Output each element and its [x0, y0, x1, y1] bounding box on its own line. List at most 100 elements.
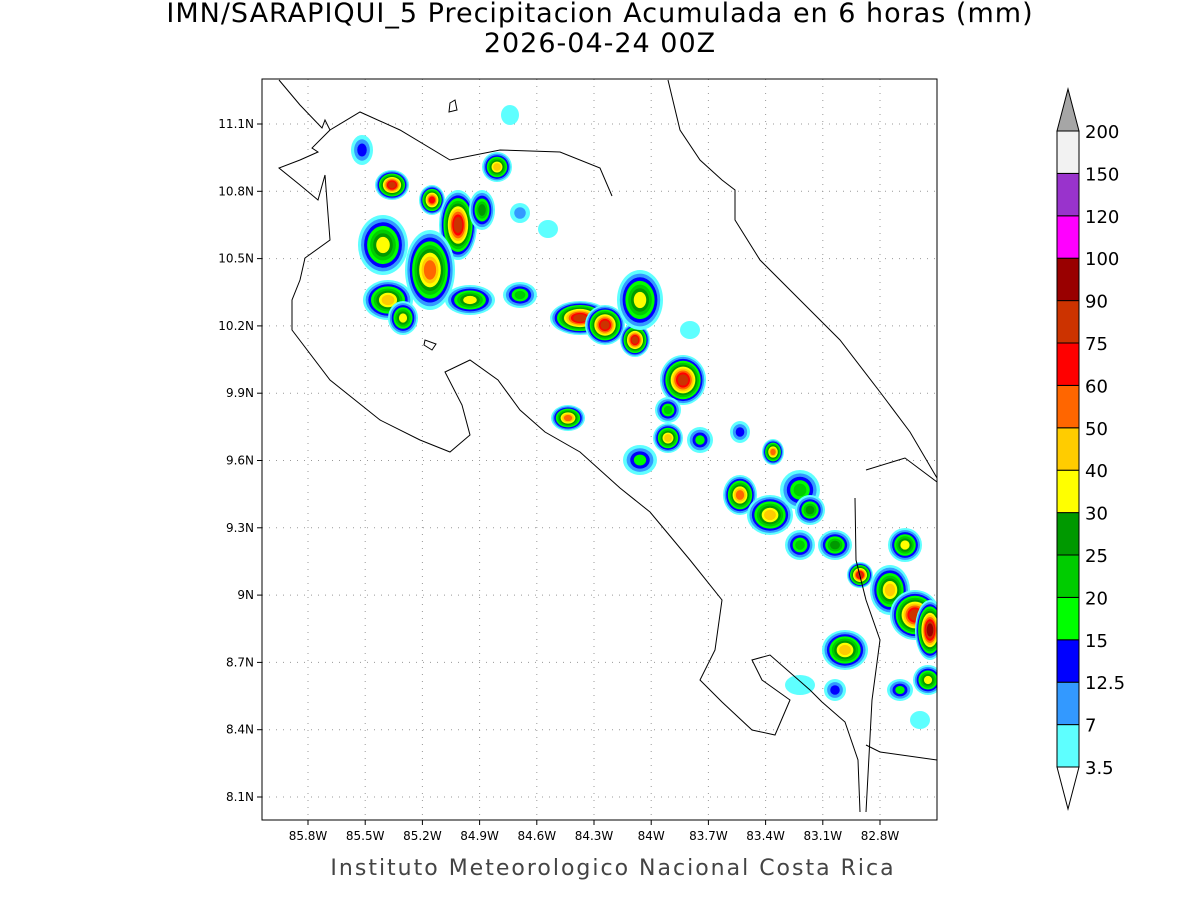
precip-contour: [381, 294, 395, 306]
colorbar-box: [1056, 469, 1080, 514]
precip-contour: [830, 685, 840, 695]
colorbar-label: 50: [1085, 419, 1108, 440]
precip-contour: [764, 509, 776, 521]
precip-contour: [388, 181, 396, 189]
colorbar-label: 40: [1085, 461, 1108, 482]
colorbar-box: [1056, 512, 1080, 556]
precip-contour: [895, 686, 905, 694]
lat-label: 9.9N: [226, 386, 254, 400]
colorbar: 3.5 7 12.5 15 20 25 30 40 50 60 75 90 100 120 150 200: [1056, 87, 1125, 811]
precip-contour: [785, 675, 815, 695]
coastline: [667, 79, 937, 479]
precip-contour: [501, 105, 519, 125]
precip-contour: [900, 540, 910, 550]
precip-contour: [664, 434, 672, 442]
coastline: [865, 744, 937, 761]
coastline: [278, 79, 861, 813]
axis-labels: 85.8W 85.5W 85.2W 84.9W 84.6W 84.3W 84W 83.7W 83…: [218, 117, 899, 843]
colorbar-label: 15: [1085, 631, 1108, 652]
precip-contour: [923, 675, 933, 685]
lake: [448, 99, 458, 113]
lat-label: 9N: [237, 588, 254, 602]
precip-contour: [478, 204, 486, 216]
precip-contour: [633, 291, 647, 309]
footer: Instituto Meteorologico Nacional Costa R…: [330, 856, 895, 881]
colorbar-label: 120: [1085, 207, 1119, 228]
precip-contour: [563, 414, 573, 422]
lon-label: 85.5W: [346, 829, 385, 843]
colorbar-box: [1056, 554, 1080, 598]
colorbar-box: [1056, 257, 1080, 302]
lat-label: 9.3N: [226, 521, 254, 535]
colorbar-label: 3.5: [1085, 758, 1114, 779]
subtitle: 2026-04-24 00Z: [484, 28, 716, 59]
precip-contour: [830, 540, 840, 550]
colorbar-box: [1056, 300, 1080, 344]
precip-contour: [514, 290, 526, 300]
precip-contour: [357, 143, 367, 157]
precip-contour: [677, 374, 689, 386]
precip-contour: [631, 336, 639, 344]
lat-label: 10.8N: [218, 184, 254, 198]
colorbar-box: [1056, 384, 1080, 429]
lat-label: 8.7N: [226, 655, 254, 669]
precip-contour: [884, 583, 896, 597]
coastline: [865, 457, 937, 483]
precip-contour: [423, 260, 437, 280]
precip-contour: [735, 490, 745, 500]
precip-contour: [633, 454, 647, 466]
colorbar-label: 75: [1085, 334, 1108, 355]
precip-contour: [376, 236, 390, 254]
island: [423, 339, 437, 351]
colorbar-label: 150: [1085, 164, 1119, 185]
colorbar-box: [1056, 681, 1080, 726]
colorbar-box: [1056, 427, 1080, 471]
colorbar-over: [1056, 87, 1080, 132]
border: [329, 111, 613, 197]
lon-label: 84.6W: [518, 829, 557, 843]
lon-label: 85.8W: [289, 829, 328, 843]
colorbar-label: 25: [1085, 546, 1108, 567]
lat-label: 8.4N: [226, 723, 254, 737]
precip-contour: [926, 623, 934, 637]
precip-contour: [695, 435, 705, 445]
colorbar-box: [1056, 172, 1080, 217]
precip-contour: [839, 644, 851, 656]
lon-label: 83.4W: [746, 829, 785, 843]
coastlines: [278, 79, 937, 813]
lat-label: 11.1N: [218, 117, 254, 131]
precip-contour: [463, 295, 477, 305]
lat-label: 8.1N: [226, 790, 254, 804]
colorbar-box: [1056, 342, 1080, 386]
title: IMN/SARAPIQUI_5 Precipitacion Acumulada …: [166, 0, 1033, 29]
colorbar-label: 200: [1085, 122, 1119, 143]
map-frame: [261, 78, 938, 821]
precip-contour: [793, 483, 807, 497]
colorbar-box: [1056, 596, 1080, 641]
precip-contour: [795, 540, 805, 550]
colorbar-label: 12.5: [1085, 673, 1125, 694]
lon-label: 84.9W: [460, 829, 499, 843]
colorbar-label: 7: [1085, 716, 1096, 737]
precip-contour: [398, 313, 408, 323]
lon-label: 84W: [638, 829, 665, 843]
grid: [262, 79, 937, 820]
precip-contour: [735, 427, 745, 437]
precip-contour: [910, 711, 930, 729]
precip-contour: [573, 314, 587, 322]
border: [854, 497, 881, 813]
lon-label: 84.3W: [575, 829, 614, 843]
lon-label: 83.7W: [689, 829, 728, 843]
lon-label: 83.1W: [804, 829, 843, 843]
lat-label: 10.2N: [218, 319, 254, 333]
precip-contour: [514, 207, 526, 219]
precip-contour: [453, 217, 463, 233]
precip-contour: [680, 321, 700, 339]
colorbar-box: [1056, 639, 1080, 683]
colorbar-label: 20: [1085, 588, 1108, 609]
precip-contour: [428, 196, 436, 204]
precip-contour: [493, 163, 501, 171]
precipitation-field: [351, 105, 937, 729]
